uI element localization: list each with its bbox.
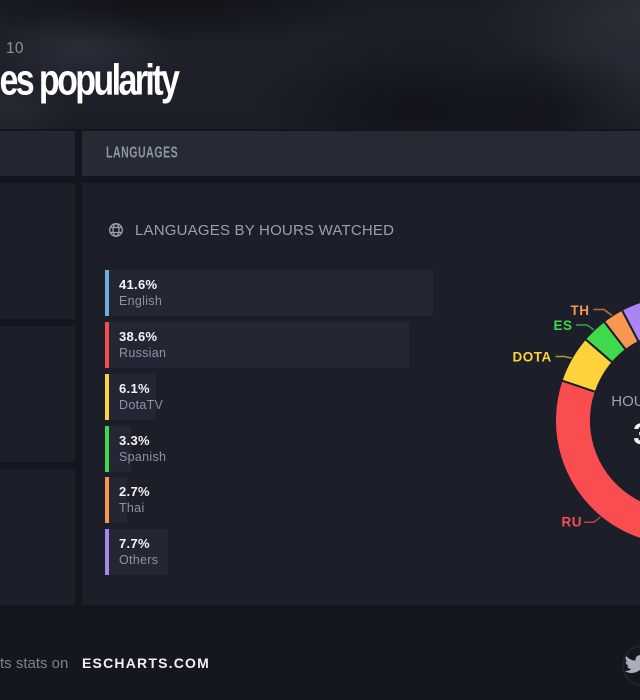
svg-text:HOURS WATCHED: HOURS WATCHED [611, 393, 640, 410]
svg-text:RU: RU [562, 515, 583, 530]
svg-text:ES: ES [554, 318, 573, 333]
svg-text:34.1M: 34.1M [633, 418, 640, 451]
svg-text:DOTA: DOTA [513, 350, 552, 365]
svg-text:TH: TH [571, 303, 590, 318]
